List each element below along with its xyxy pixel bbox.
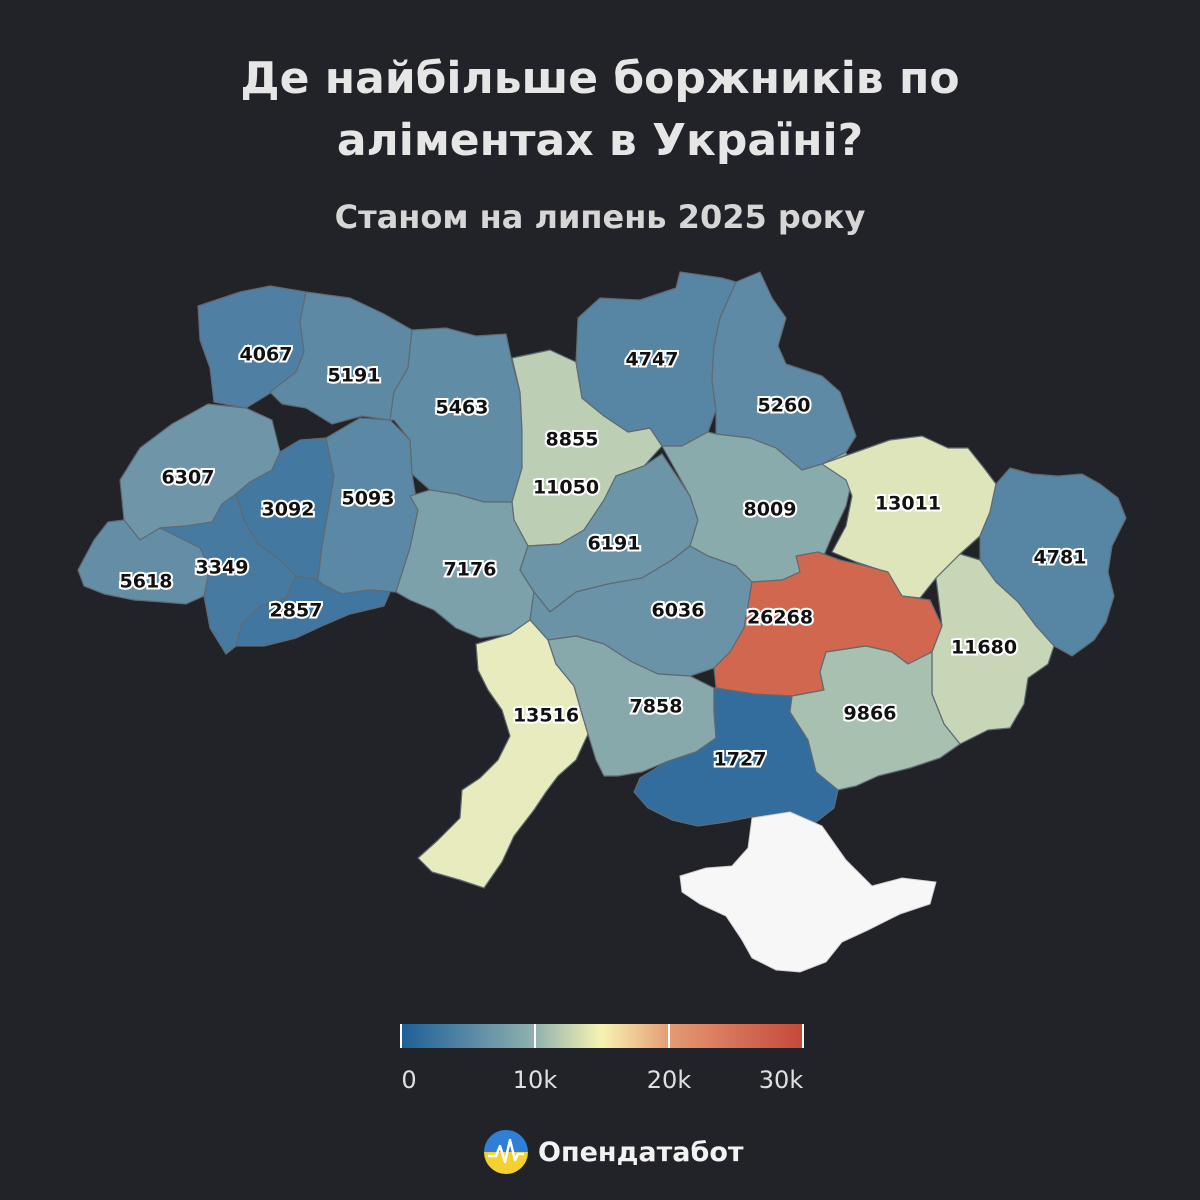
brand-logo: Опендатабот — [484, 1130, 744, 1174]
region-value-mykolaiv: 7858 — [630, 696, 683, 718]
region-value-kharkiv: 13011 — [875, 493, 941, 515]
region-value-khmelnytskyi: 5093 — [342, 488, 395, 510]
title-line-2: аліментах в Україні? — [336, 115, 864, 166]
region-value-zhytomyr: 5463 — [436, 397, 489, 419]
region-value-cherkasy: 6191 — [588, 533, 641, 555]
region-value-zaporizhzhia: 9866 — [844, 703, 897, 725]
brand-name: Опендатабот — [538, 1136, 744, 1168]
map-subtitle: Станом на липень 2025 року — [334, 198, 866, 236]
region-value-chernivtsi: 2857 — [270, 600, 323, 622]
region-value-kirovohrad: 6036 — [652, 600, 705, 622]
legend-tick-label: 30k — [758, 1066, 804, 1094]
region-value-vinnytsia: 7176 — [444, 559, 497, 581]
region-rivne — [269, 291, 413, 425]
legend-tick-label: 0 — [401, 1066, 417, 1094]
region-value-ivano-frankivsk: 3349 — [196, 557, 249, 579]
region-value-ternopil: 3092 — [262, 499, 315, 521]
map-title: Де найбільше боржників по аліментах в Ук… — [0, 48, 1200, 172]
region-value-poltava: 8009 — [744, 499, 797, 521]
legend-gradient-bar — [401, 1024, 803, 1048]
region-value-dnipropetrovsk: 26268 — [747, 607, 813, 629]
legend-tick-label: 20k — [646, 1066, 692, 1094]
region-value-donetsk: 11680 — [951, 637, 1017, 659]
region-value-odesa: 13516 — [513, 705, 579, 727]
crimea-region — [679, 811, 937, 973]
region-value-sumy: 5260 — [758, 395, 811, 417]
region-value-luhansk: 4781 — [1034, 547, 1087, 569]
opendatabot-logo-icon — [484, 1130, 528, 1174]
region-value-rivne: 5191 — [328, 365, 381, 387]
region-chernivtsi — [235, 575, 391, 647]
region-value-volyn: 4067 — [240, 344, 293, 366]
legend-tick-label: 10k — [512, 1066, 558, 1094]
title-line-1: Де найбільше боржників по — [240, 53, 960, 104]
region-value-chernihiv: 4747 — [626, 349, 679, 371]
region-value-zakarpattia: 5618 — [120, 571, 173, 593]
color-scale-legend — [400, 1024, 804, 1048]
region-zaporizhzhia — [789, 645, 961, 791]
region-value-lviv: 6307 — [162, 467, 215, 489]
region-value-kherson: 1727 — [714, 749, 767, 771]
region-value-kyiv-city: 8855 — [546, 429, 599, 451]
region-value-kyiv-oblast: 11050 — [533, 477, 599, 499]
